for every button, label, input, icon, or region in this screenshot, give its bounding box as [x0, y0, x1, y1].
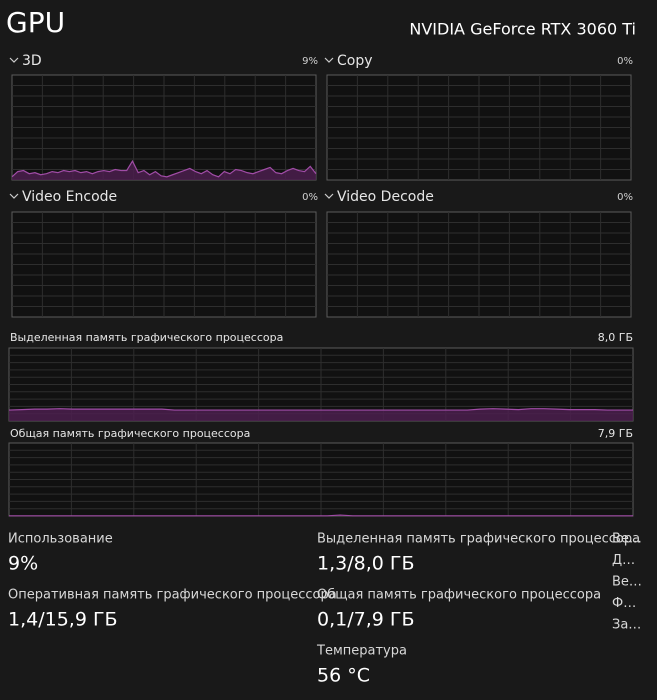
side-label: За… [612, 618, 641, 633]
memory-graph-name: Выделенная память графического процессор… [10, 331, 283, 344]
stat-label: Использование [8, 532, 113, 547]
memory-graph-name: Общая память графического процессора [10, 427, 250, 440]
side-label: Ве… [612, 532, 642, 547]
side-label: Ф… [612, 596, 636, 611]
stat-value: 1,4/15,9 ГБ [8, 609, 118, 631]
graph-area [12, 161, 316, 180]
chevron[interactable] [9, 57, 19, 63]
device-name: NVIDIA GeForce RTX 3060 Ti [409, 20, 636, 39]
stat-value: 56 °C [317, 665, 370, 687]
stat-label: Оперативная память графического процессо… [8, 588, 337, 603]
memory-graph-max: 8,0 ГБ [598, 331, 633, 344]
engine-name[interactable]: Video Encode [22, 189, 117, 205]
engine-value: 0% [617, 192, 633, 203]
chevron[interactable] [324, 57, 334, 63]
engine-value: 0% [617, 56, 633, 67]
chevron[interactable] [324, 193, 334, 199]
engine-value: 9% [302, 56, 318, 67]
engine-name[interactable]: Video Decode [337, 189, 434, 205]
stat-value: 0,1/7,9 ГБ [317, 609, 415, 631]
engine-name[interactable]: 3D [22, 53, 42, 69]
engine-value: 0% [302, 192, 318, 203]
memory-graph-max: 7,9 ГБ [598, 427, 633, 440]
side-label: Ве… [612, 575, 642, 590]
stat-value: 9% [8, 553, 38, 575]
stat-label: Выделенная память графического процессор… [317, 532, 640, 547]
side-label: Д… [612, 553, 635, 568]
engine-name[interactable]: Copy [337, 53, 373, 69]
page-title: GPU [6, 6, 65, 39]
stat-label: Температура [316, 644, 407, 659]
graph-line [8, 408, 633, 411]
graph-line [11, 159, 317, 178]
stat-value: 1,3/8,0 ГБ [317, 553, 415, 575]
stat-label: Общая память графического процессора [317, 588, 601, 603]
graph-area [9, 408, 633, 421]
chevron[interactable] [9, 193, 19, 199]
graph-line [9, 514, 633, 517]
